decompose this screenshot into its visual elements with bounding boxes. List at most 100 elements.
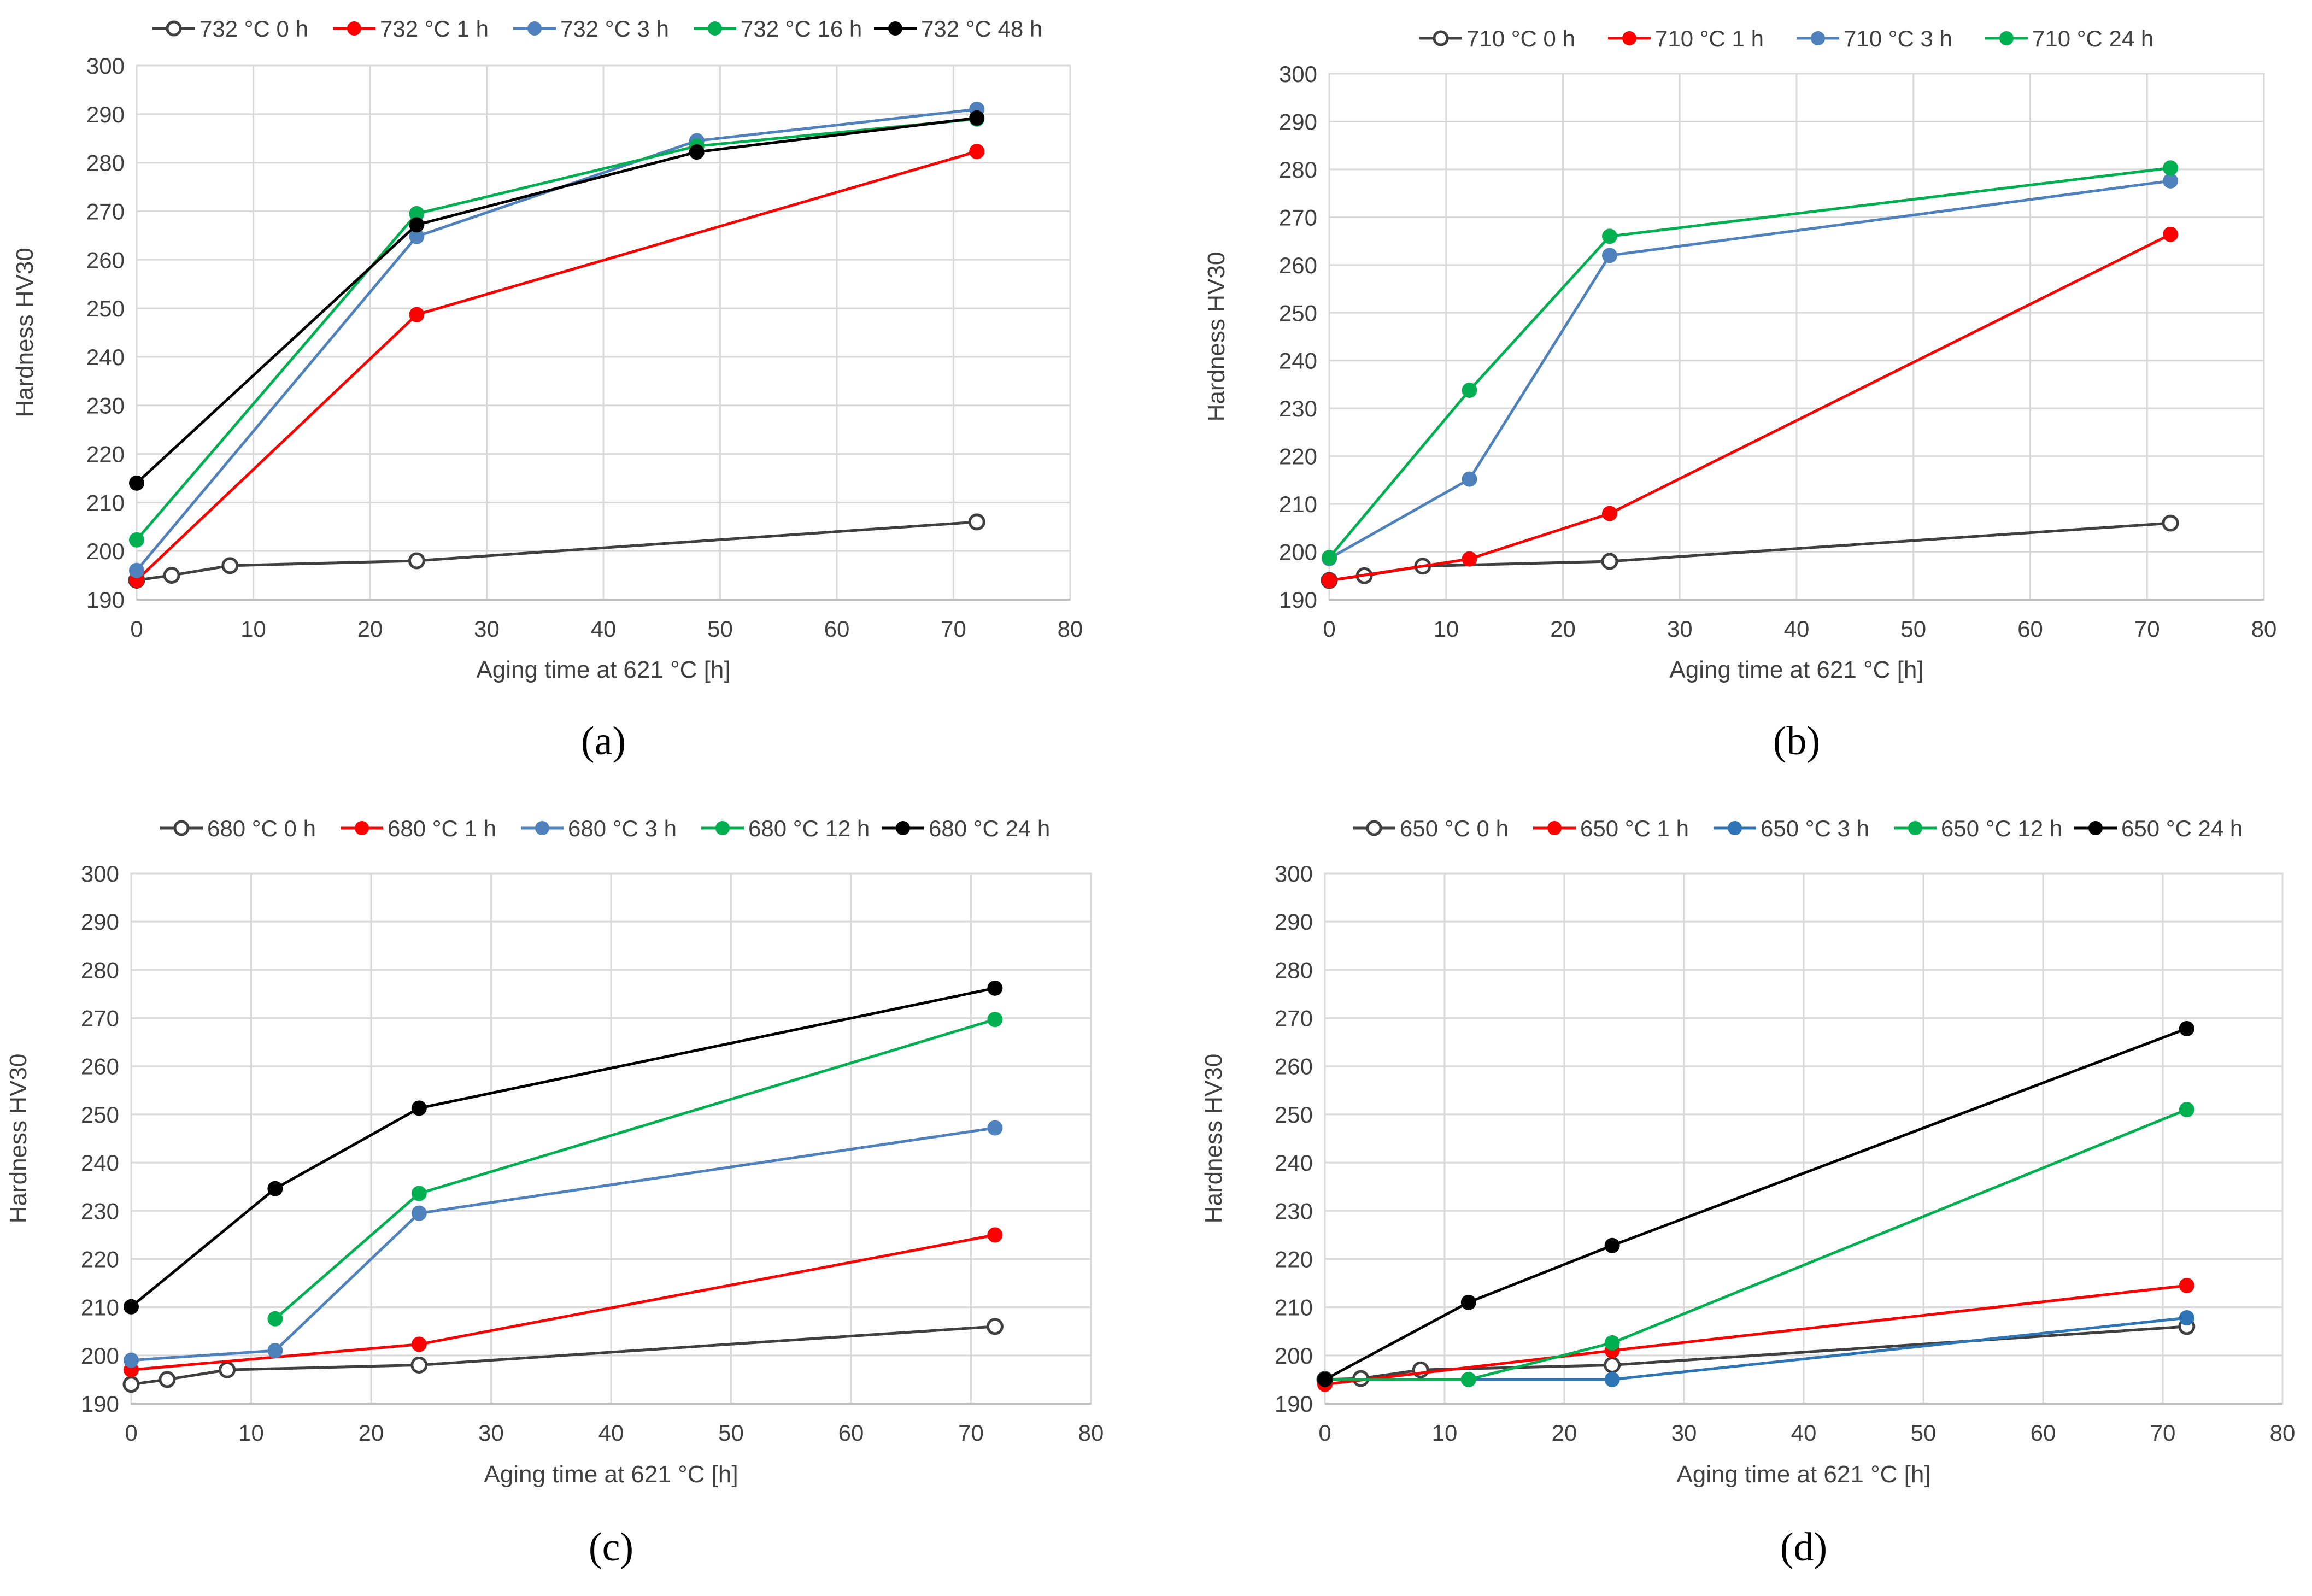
y-tick-label: 300 xyxy=(1275,861,1313,887)
data-point xyxy=(1602,228,1617,244)
legend-label: 732 °C 16 h xyxy=(741,16,862,42)
x-tick-label: 30 xyxy=(478,1420,504,1446)
data-point xyxy=(1602,248,1617,263)
x-tick-label: 80 xyxy=(1058,616,1083,642)
y-tick-label: 240 xyxy=(1279,348,1317,374)
y-tick-label: 210 xyxy=(1279,491,1317,517)
x-tick-label: 0 xyxy=(130,616,143,642)
legend-marker xyxy=(1622,31,1636,45)
series-line-2 xyxy=(131,1126,995,1362)
legend-entry: 650 °C 3 h xyxy=(1714,815,1869,841)
legend-marker xyxy=(2088,821,2103,835)
data-point xyxy=(986,1318,1004,1335)
y-tick-label: 290 xyxy=(81,909,119,935)
panel-label: (a) xyxy=(581,719,626,764)
data-point xyxy=(409,217,425,233)
x-tick-label: 30 xyxy=(1671,1420,1697,1446)
y-tick-label: 200 xyxy=(81,1343,119,1369)
data-point xyxy=(410,1356,428,1374)
legend-marker xyxy=(166,20,182,37)
legend-entry: 680 °C 0 h xyxy=(160,815,316,841)
y-tick-label: 220 xyxy=(81,1246,119,1272)
y-tick-label: 270 xyxy=(86,198,125,224)
data-point xyxy=(969,144,985,160)
x-tick-label: 20 xyxy=(359,1420,384,1446)
y-tick-label: 190 xyxy=(81,1391,119,1417)
x-tick-label: 30 xyxy=(474,616,500,642)
x-axis-title: Aging time at 621 °C [h] xyxy=(1669,656,1923,683)
data-point xyxy=(1462,551,1477,567)
x-tick-label: 80 xyxy=(2270,1420,2296,1446)
legend-marker xyxy=(535,821,549,835)
data-point xyxy=(987,1227,1003,1243)
chart-panel-a: 190 200 210 220 230 240 250 260 270 280 290 300 0 10 2… xyxy=(11,16,1083,764)
legend-entry: 650 °C 0 h xyxy=(1353,815,1509,841)
data-point xyxy=(267,1343,283,1358)
data-point xyxy=(969,110,985,126)
legend-label: 650 °C 3 h xyxy=(1761,815,1869,841)
data-point xyxy=(411,1336,427,1352)
y-tick-label: 230 xyxy=(81,1198,119,1224)
chart-panel-d: 190 200 210 220 230 240 250 260 270 280 290 300 0 10 2… xyxy=(1200,815,2295,1570)
y-axis-title: Hardness HV30 xyxy=(1200,1054,1227,1224)
y-tick-label: 290 xyxy=(1275,909,1313,935)
legend-marker xyxy=(1547,821,1562,835)
legend-entry: 650 °C 12 h xyxy=(1894,815,2062,841)
data-point xyxy=(267,1311,283,1327)
panel-label: (b) xyxy=(1773,719,1820,764)
y-tick-label: 270 xyxy=(1279,204,1317,230)
data-point xyxy=(408,552,425,570)
data-point xyxy=(267,1181,283,1196)
y-tick-label: 280 xyxy=(1275,957,1313,983)
x-tick-label: 70 xyxy=(958,1420,984,1446)
y-axis-title: Hardness HV30 xyxy=(5,1054,32,1224)
legend-label: 650 °C 1 h xyxy=(1580,815,1689,841)
x-tick-label: 40 xyxy=(1784,616,1810,642)
chart-panel-c: 190 200 210 220 230 240 250 260 270 280 290 300 0 10 2… xyxy=(5,815,1104,1570)
x-axis-title: Aging time at 621 °C [h] xyxy=(476,656,730,683)
data-point xyxy=(219,1361,236,1378)
data-point xyxy=(129,532,144,548)
legend-label: 650 °C 24 h xyxy=(2121,815,2243,841)
y-tick-label: 260 xyxy=(86,247,125,273)
data-point xyxy=(1317,1371,1333,1387)
data-point xyxy=(1602,506,1617,521)
data-point xyxy=(1604,1356,1621,1374)
legend-label: 650 °C 0 h xyxy=(1400,815,1509,841)
x-tick-label: 60 xyxy=(838,1420,864,1446)
x-tick-label: 70 xyxy=(2150,1420,2176,1446)
y-tick-label: 300 xyxy=(86,53,125,79)
data-point xyxy=(2179,1020,2194,1036)
data-point xyxy=(129,562,144,578)
x-tick-label: 40 xyxy=(591,616,617,642)
y-tick-label: 210 xyxy=(1275,1295,1313,1321)
x-tick-label: 0 xyxy=(1323,616,1335,642)
x-tick-label: 20 xyxy=(1550,616,1576,642)
legend-marker xyxy=(1433,30,1449,46)
x-axis-title: Aging time at 621 °C [h] xyxy=(484,1461,738,1488)
x-tick-label: 80 xyxy=(1078,1420,1104,1446)
data-point xyxy=(122,1376,140,1393)
data-point xyxy=(1462,382,1477,398)
y-axis-title: Hardness HV30 xyxy=(1203,252,1230,422)
legend-label: 680 °C 24 h xyxy=(929,815,1050,841)
data-point xyxy=(411,1186,427,1201)
data-point xyxy=(1322,573,1337,589)
y-tick-label: 280 xyxy=(1279,157,1317,183)
y-tick-label: 300 xyxy=(1279,61,1317,87)
legend-label: 732 °C 48 h xyxy=(921,16,1042,42)
chart-panel-b: 190 200 210 220 230 240 250 260 270 280 290 300 0 10 2… xyxy=(1203,26,2276,764)
legend-entry: 732 °C 1 h xyxy=(333,16,489,42)
legend-entry: 680 °C 1 h xyxy=(341,815,496,841)
legend-marker xyxy=(896,821,910,835)
y-tick-label: 190 xyxy=(1275,1391,1313,1417)
data-point xyxy=(1604,1371,1620,1387)
legend-label: 732 °C 0 h xyxy=(199,16,308,42)
legend-marker xyxy=(1366,820,1382,836)
y-tick-label: 250 xyxy=(1275,1102,1313,1128)
y-tick-label: 250 xyxy=(81,1102,119,1128)
legend-entry: 732 °C 48 h xyxy=(874,16,1042,42)
data-point xyxy=(409,307,425,322)
legend-label: 710 °C 3 h xyxy=(1844,26,1952,51)
legend-entry: 680 °C 12 h xyxy=(701,815,870,841)
